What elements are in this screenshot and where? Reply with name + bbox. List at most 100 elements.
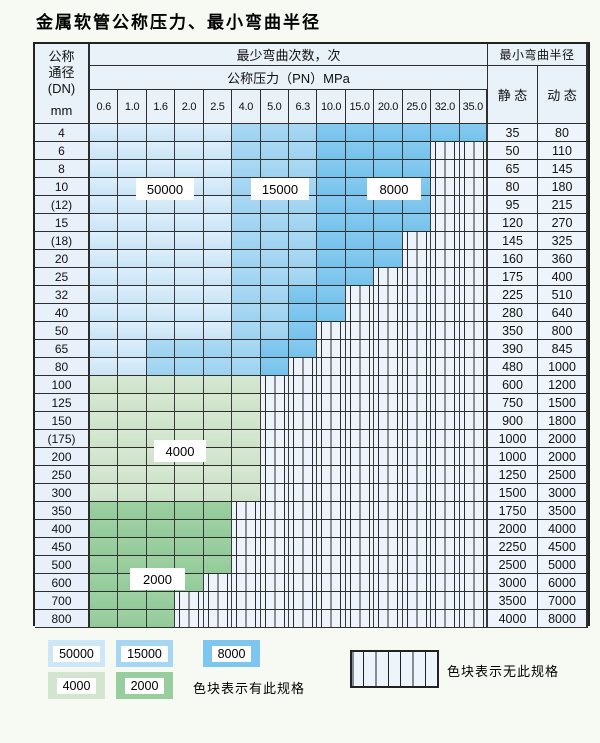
band-cell-no-spec [402,304,432,322]
band-cell-8000 [317,250,346,268]
band-cell-no-spec [317,376,346,394]
band-cell-no-spec [402,520,432,538]
band-cell-2000 [90,502,119,520]
band-cell-no-spec [459,430,488,448]
band-cell-no-spec [374,394,403,412]
band-cell-no-spec [289,412,318,430]
band-cell-no-spec [402,358,432,376]
band-cell-no-spec [374,574,403,592]
band-cell-no-spec [317,322,346,340]
band-cell-no-spec [289,520,318,538]
band-cell-no-spec [402,610,432,628]
band-cell-no-spec [459,286,488,304]
band-cell-no-spec [402,484,432,502]
band-cell-no-spec [289,538,318,556]
static-value-cell: 480 [488,358,538,376]
band-cell-50000 [90,340,119,358]
band-cell-2000 [90,574,119,592]
band-cell-2000 [118,520,147,538]
band-cell-8000 [374,214,403,232]
pressure-col-32.0: 32.0 [431,90,460,124]
static-value-cell: 390 [488,340,538,358]
band-cell-2000 [118,538,147,556]
band-cell-4000 [232,394,261,412]
band-cell-no-spec [374,304,403,322]
band-cell-4000 [232,412,261,430]
band-cell-no-spec [345,502,375,520]
pressure-col-10.0: 10.0 [317,90,346,124]
band-cell-no-spec [431,286,460,304]
table-overlay-label-8000: 8000 [367,178,421,200]
dn-cell: 40 [35,304,90,322]
dn-cell: 6 [35,142,90,160]
dn-cell: 150 [35,412,90,430]
band-cell-50000 [118,142,147,160]
band-cell-50000 [203,160,233,178]
band-cell-50000 [146,214,176,232]
band-cell-no-spec [459,556,488,574]
band-cell-no-spec [459,376,488,394]
band-cell-2000 [175,502,204,520]
band-cell-50000 [90,304,119,322]
band-cell-50000 [203,142,233,160]
static-value-cell: 50 [488,142,538,160]
band-cell-4000 [232,376,261,394]
legend-no-spec-swatch [350,650,439,688]
static-value-cell: 280 [488,304,538,322]
band-cell-4000 [175,466,204,484]
band-cell-50000 [203,250,233,268]
band-cell-no-spec [459,160,488,178]
band-cell-no-spec [459,502,488,520]
band-cell-2000 [118,592,147,610]
band-cell-4000 [146,394,176,412]
dynamic-value-cell: 1500 [538,394,588,412]
static-value-cell: 750 [488,394,538,412]
dynamic-value-cell: 2000 [538,448,588,466]
band-cell-50000 [146,196,176,214]
band-cell-no-spec [289,556,318,574]
band-cell-no-spec [431,466,460,484]
band-cell-no-spec [431,610,460,628]
band-cell-50000 [118,340,147,358]
band-cell-8000 [345,196,375,214]
dynamic-value-cell: 215 [538,196,588,214]
band-cell-4000 [203,448,233,466]
band-cell-15000 [232,358,261,376]
dynamic-value-cell: 510 [538,286,588,304]
band-cell-no-spec [374,610,403,628]
band-cell-no-spec [203,592,233,610]
band-cell-no-spec [431,196,460,214]
band-cell-no-spec [431,394,460,412]
band-cell-no-spec [431,160,460,178]
band-cell-no-spec [374,448,403,466]
static-value-cell: 900 [488,412,538,430]
band-cell-no-spec [260,520,289,538]
band-cell-50000 [175,142,204,160]
band-cell-no-spec [317,538,346,556]
band-cell-4000 [118,466,147,484]
band-cell-15000 [232,304,261,322]
band-cell-no-spec [431,430,460,448]
band-cell-no-spec [431,376,460,394]
band-cell-4000 [175,376,204,394]
band-cell-no-spec [345,574,375,592]
band-cell-2000 [90,610,119,628]
band-cell-no-spec [374,466,403,484]
band-cell-no-spec [345,520,375,538]
band-cell-no-spec [431,322,460,340]
dynamic-value-cell: 3000 [538,484,588,502]
band-cell-8000 [317,160,346,178]
band-cell-50000 [90,250,119,268]
dn-cell: (12) [35,196,90,214]
static-value-cell: 1750 [488,502,538,520]
header-dn-line3: (DN) [47,80,76,96]
band-cell-no-spec [289,610,318,628]
band-cell-50000 [118,250,147,268]
pressure-col-20.0: 20.0 [374,90,403,124]
band-cell-50000 [118,304,147,322]
legend-swatch-4000: 4000 [48,672,105,699]
band-cell-no-spec [317,340,346,358]
band-cell-no-spec [289,502,318,520]
static-value-cell: 175 [488,268,538,286]
band-cell-no-spec [345,538,375,556]
